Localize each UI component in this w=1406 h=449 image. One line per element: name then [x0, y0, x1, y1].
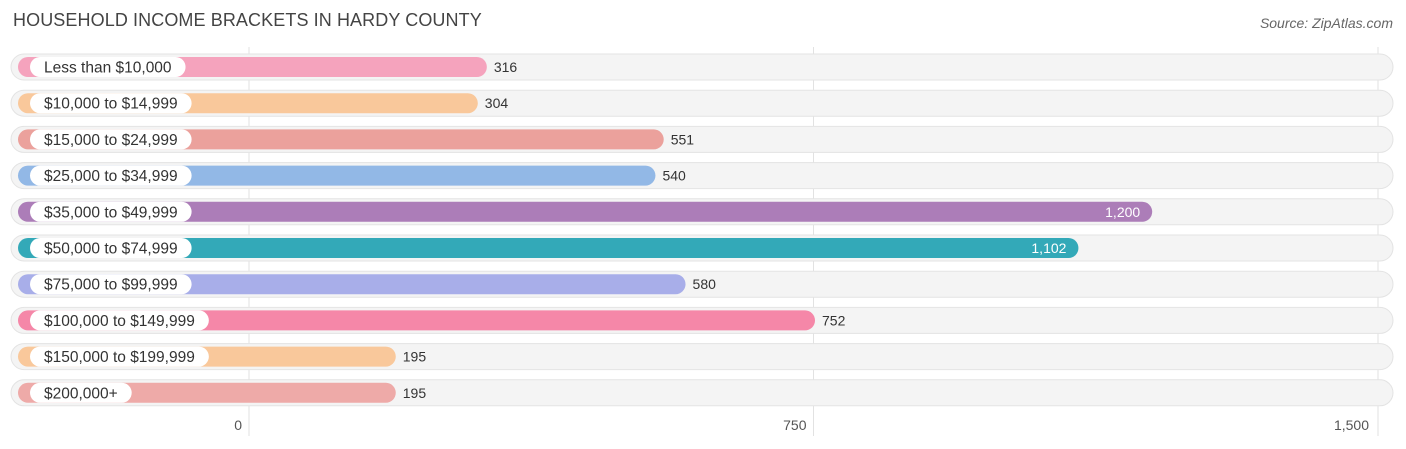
- value-label: 304: [485, 95, 509, 111]
- category-label: $75,000 to $99,999: [44, 277, 178, 294]
- category-pill: [30, 238, 192, 258]
- category-pill: [30, 346, 209, 367]
- value-label: 540: [662, 168, 686, 184]
- x-tick-label: 1,500: [1334, 417, 1369, 433]
- bar: [18, 310, 816, 331]
- category-pill: [30, 382, 132, 403]
- chart-source: Source: ZipAtlas.com: [1259, 15, 1393, 31]
- value-label: 580: [693, 276, 717, 292]
- category-pill: [30, 201, 192, 222]
- category-pill: [30, 57, 186, 77]
- category-label: $25,000 to $34,999: [44, 168, 178, 185]
- category-label: $100,000 to $149,999: [44, 313, 195, 330]
- category-pill: [30, 129, 192, 150]
- bar: [18, 201, 1153, 222]
- value-label: 195: [403, 385, 427, 401]
- category-pill: [30, 165, 192, 186]
- category-label: $200,000+: [44, 385, 118, 402]
- category-pill: [30, 310, 209, 331]
- chart-title: HOUSEHOLD INCOME BRACKETS IN HARDY COUNT…: [13, 10, 482, 30]
- value-label: 195: [403, 349, 427, 365]
- category-label: Less than $10,000: [44, 60, 172, 77]
- x-tick-label: 0: [234, 417, 242, 433]
- category-pill: [30, 274, 192, 295]
- value-label: 1,102: [1031, 240, 1066, 256]
- value-label: 1,200: [1105, 204, 1140, 220]
- value-label: 551: [671, 131, 695, 147]
- category-label: $15,000 to $24,999: [44, 132, 178, 149]
- value-label: 752: [822, 312, 846, 328]
- x-tick-label: 750: [783, 417, 807, 433]
- category-label: $35,000 to $49,999: [44, 204, 178, 221]
- value-label: 316: [494, 59, 518, 75]
- category-pill: [30, 93, 192, 114]
- bar: [18, 238, 1079, 258]
- category-label: $50,000 to $74,999: [44, 241, 178, 258]
- category-label: $10,000 to $14,999: [44, 96, 178, 113]
- category-label: $150,000 to $199,999: [44, 349, 195, 366]
